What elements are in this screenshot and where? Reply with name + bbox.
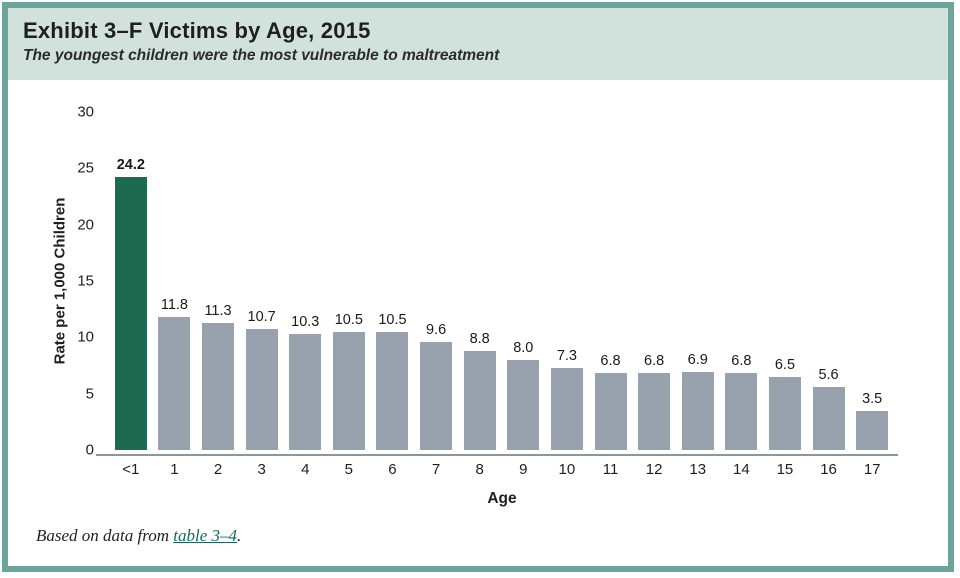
bar-value-label: 6.8	[644, 353, 665, 369]
bar-slot: 10.7	[240, 112, 284, 450]
x-axis-title: Age	[487, 490, 517, 507]
bar	[158, 317, 191, 450]
x-tick-label: 3	[257, 461, 266, 478]
x-tick-label: 8	[475, 461, 484, 478]
bar	[507, 360, 540, 450]
y-tick-label: 10	[77, 328, 94, 346]
bar	[289, 334, 322, 450]
bar-value-label: 6.5	[774, 357, 796, 373]
bar-slot: 6.8	[720, 112, 764, 450]
x-tick-label: 2	[213, 461, 223, 478]
x-tick-label: 7	[431, 461, 441, 478]
bar-value-label: 5.6	[818, 367, 839, 383]
bar-value-label: 9.6	[425, 322, 447, 338]
bar	[681, 372, 714, 450]
bar-slot: 6.5	[763, 112, 807, 450]
bar-slot: 6.9	[676, 112, 720, 450]
bar-slot: 8.8	[458, 112, 502, 450]
bar-slot: 10.3	[283, 112, 327, 450]
bar-slot: 10.5	[371, 112, 415, 450]
x-tick-label: 14	[732, 461, 750, 478]
source-table-link[interactable]: table 3–4	[173, 526, 238, 545]
bar	[594, 373, 627, 450]
x-tick-label: 15	[776, 461, 794, 478]
bar-slot: 11.8	[153, 112, 197, 450]
bar-value-label: 10.5	[334, 312, 363, 328]
x-tick-label: 4	[301, 461, 310, 478]
bar	[202, 323, 235, 450]
bar	[550, 368, 583, 450]
bar-value-label: 10.7	[247, 309, 276, 325]
x-tick-label: 11	[602, 461, 619, 478]
exhibit-subtitle: The youngest children were the most vuln…	[23, 46, 500, 64]
bar	[725, 373, 758, 450]
bar-value-label: 6.8	[600, 353, 621, 369]
bar-slot: 3.5	[850, 112, 894, 450]
bar-value-label: 10.5	[378, 312, 407, 328]
bar-value-label: 3.5	[862, 391, 883, 407]
exhibit-header: Exhibit 3–F Victims by Age, 2015 The you…	[8, 8, 948, 80]
y-tick-label: 25	[77, 159, 94, 177]
bar-slot: 8.0	[501, 112, 545, 450]
bar-slot: 6.8	[589, 112, 633, 450]
bar	[812, 387, 845, 450]
x-tick-label: 13	[689, 461, 707, 478]
bar-value-label: 8.0	[513, 340, 534, 356]
bar-slot: 24.2	[109, 112, 153, 450]
source-note-suffix: .	[237, 526, 242, 545]
bar-highlight	[114, 177, 147, 450]
bar-slot: 9.6	[414, 112, 458, 450]
x-tick-label: 1	[170, 461, 179, 478]
x-tick-label: <1	[122, 461, 140, 478]
bar-value-label: 24.2	[116, 157, 145, 173]
x-tick-label: 12	[645, 461, 663, 478]
y-tick-label: 15	[77, 272, 94, 290]
bar-value-label: 6.9	[687, 352, 708, 368]
x-axis-line	[96, 454, 898, 456]
x-tick-label: 5	[344, 461, 354, 478]
source-note-prefix: Based on data from	[36, 526, 174, 545]
bar-slot: 10.5	[327, 112, 371, 450]
exhibit-frame: Exhibit 3–F Victims by Age, 2015 The you…	[2, 2, 954, 572]
bar-value-label: 8.8	[469, 331, 490, 347]
bar	[638, 373, 671, 450]
bar-value-label: 10.3	[291, 314, 320, 330]
bar-chart: Rate per 1,000 Children 0 5 10 15 20 25 30 24.…	[8, 80, 948, 520]
x-tick-label: 10	[558, 461, 576, 478]
y-tick-label: 30	[77, 103, 94, 121]
bar-slot: 5.6	[807, 112, 851, 450]
y-tick-label: 5	[85, 385, 94, 403]
bar	[856, 411, 889, 450]
bar-value-label: 7.3	[556, 348, 577, 364]
y-tick-label: 0	[85, 441, 94, 459]
y-tick-label: 20	[77, 216, 94, 234]
bar	[245, 329, 278, 450]
plot-area: 24.2 11.8 11.3 10.7 10.3 10.5 10.5 9.6 8.8 8.0 7.3…	[109, 112, 894, 450]
bar-value-label: 11.3	[204, 303, 232, 319]
y-axis-ticks: 0 5 10 15 20 25 30	[8, 104, 94, 459]
exhibit-title: Exhibit 3–F Victims by Age, 2015	[23, 18, 371, 43]
bar-slot: 7.3	[545, 112, 589, 450]
bar	[332, 332, 365, 450]
bar	[420, 342, 453, 450]
bar	[768, 377, 801, 450]
x-tick-label: 6	[388, 461, 397, 478]
bar-slot: 11.3	[196, 112, 240, 450]
x-tick-label: 9	[519, 461, 528, 478]
bar	[376, 332, 409, 450]
x-axis-ticks: <1 1 2 3 4 5 6 7 8 9 10 11 12 13 14 15 16 17	[109, 461, 894, 478]
bar-slot: 6.8	[632, 112, 676, 450]
x-tick-label: 16	[820, 461, 837, 478]
x-tick-label: 17	[863, 461, 881, 478]
bar-value-label: 6.8	[731, 353, 752, 369]
source-note: Based on data from table 3–4.	[36, 526, 948, 546]
bar	[463, 351, 496, 450]
bar-value-label: 11.8	[160, 297, 188, 313]
